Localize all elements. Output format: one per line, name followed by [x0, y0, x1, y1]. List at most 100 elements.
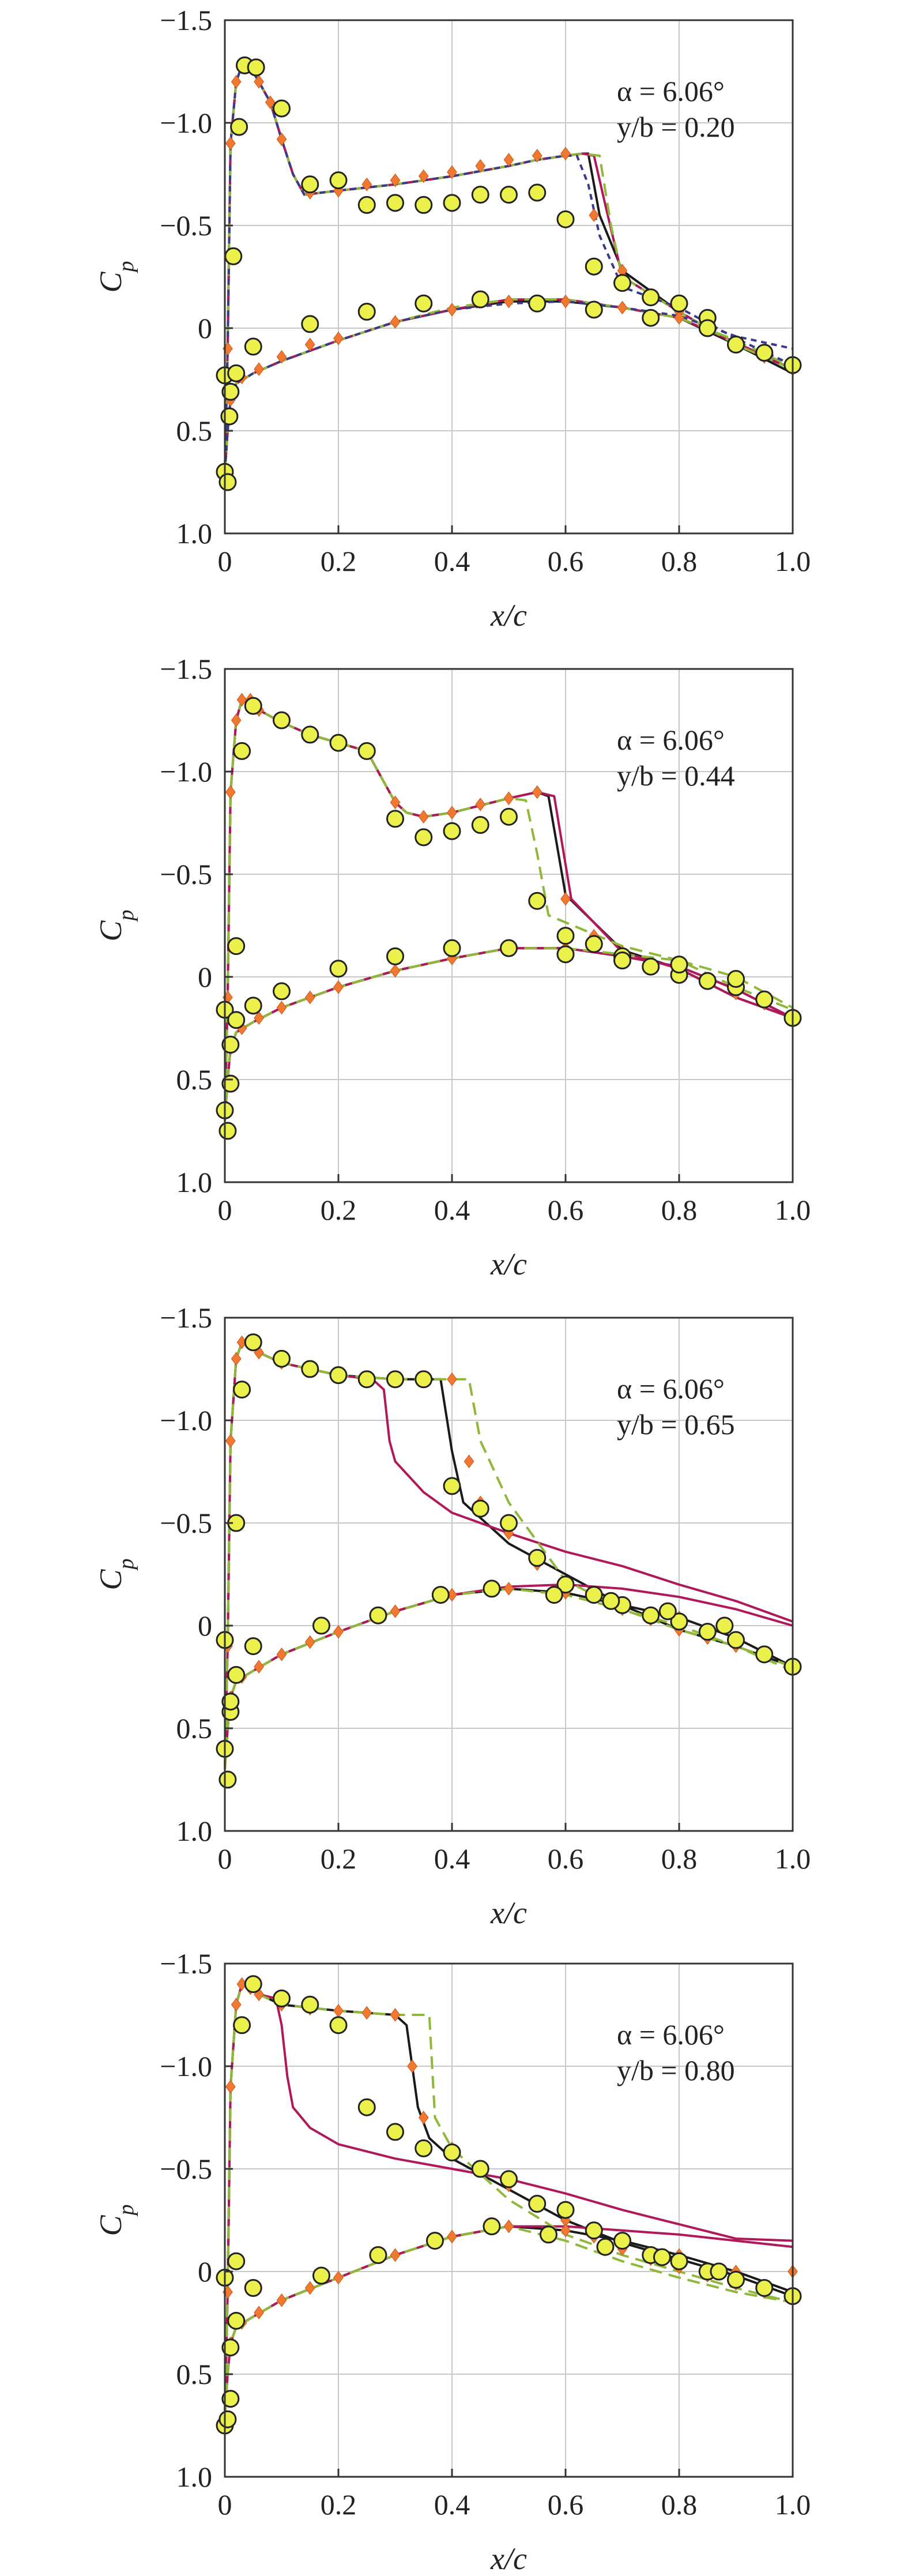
circle-marker — [755, 2278, 774, 2297]
circle-marker — [642, 288, 660, 307]
x-tick-label: 1.0 — [775, 545, 811, 577]
circle-marker — [386, 1370, 404, 1389]
diamond-marker — [447, 806, 457, 820]
diamond-marker — [231, 1998, 242, 2012]
plot-frame — [224, 1317, 794, 1832]
circle-marker — [500, 939, 518, 957]
diamond-marker — [390, 2248, 401, 2262]
circle-marker — [244, 1333, 262, 1352]
circle-marker — [230, 118, 248, 136]
circle-marker — [698, 1623, 717, 1641]
diamond-marker — [276, 350, 287, 364]
circle-marker — [710, 2262, 728, 2281]
annotation-line-1: α = 6.06° — [617, 1372, 725, 1405]
circle-marker — [357, 742, 376, 760]
diamond-marker — [361, 177, 372, 191]
y-tick-label: −1.0 — [160, 107, 212, 139]
circle-marker — [386, 810, 404, 828]
y-tick-label: 0.5 — [176, 1063, 213, 1096]
x-tick-label: 0.8 — [661, 1842, 698, 1875]
circle-marker — [227, 364, 246, 382]
diamond-marker — [333, 2270, 344, 2285]
y-tick-label: −1.5 — [160, 653, 212, 685]
circle-marker — [273, 982, 291, 1001]
circle-marker — [273, 1990, 291, 2008]
diamond-marker — [503, 1582, 514, 1596]
circle-marker — [357, 1370, 376, 1389]
circle-marker — [715, 1616, 734, 1635]
x-tick-label: 1.0 — [775, 1194, 811, 1226]
x-tick-label: 0.6 — [548, 1194, 584, 1226]
diamond-marker — [390, 315, 401, 329]
diamond-marker — [560, 294, 571, 309]
diamond-marker — [225, 1434, 236, 1448]
y-tick-label: 0 — [198, 312, 212, 344]
x-axis-label: x/c — [490, 598, 527, 633]
circle-marker — [415, 294, 433, 313]
circle-marker — [218, 1122, 237, 1140]
circle-marker — [670, 956, 688, 974]
diamond-marker — [390, 173, 401, 187]
circle-marker — [556, 945, 575, 964]
annotation-line-2: y/b = 0.20 — [617, 111, 735, 143]
plot-frame — [224, 668, 794, 1183]
diamond-marker — [560, 892, 571, 906]
circle-marker — [528, 294, 547, 313]
circle-marker — [233, 2016, 251, 2035]
diamond-marker — [333, 331, 344, 345]
circle-marker — [221, 2338, 240, 2357]
circle-marker — [218, 2410, 237, 2428]
circle-marker — [471, 2160, 489, 2178]
diamond-marker — [276, 2293, 287, 2307]
annotation-line-2: y/b = 0.44 — [617, 759, 735, 792]
diamond-marker — [503, 294, 514, 309]
diamond-marker — [532, 149, 542, 163]
circle-marker — [585, 935, 603, 953]
diamond-marker — [475, 159, 486, 173]
circle-marker — [755, 344, 774, 362]
y-tick-label: −1.0 — [160, 1404, 212, 1436]
diamond-marker — [361, 2006, 372, 2020]
circle-marker — [224, 247, 243, 265]
circle-marker — [329, 1366, 348, 1385]
circle-marker — [483, 1580, 501, 1598]
diamond-marker — [231, 713, 242, 727]
circle-marker — [273, 711, 291, 729]
x-tick-label: 1.0 — [775, 2488, 811, 2521]
circle-marker — [443, 2143, 461, 2162]
circle-marker — [220, 407, 239, 426]
circle-marker — [471, 186, 489, 204]
diamond-marker — [304, 990, 315, 1005]
circle-marker — [301, 315, 319, 333]
diamond-marker — [447, 303, 457, 317]
diamond-marker — [254, 1011, 264, 1025]
plot-area — [225, 669, 793, 1182]
diamond-marker — [333, 1624, 344, 1639]
x-tick-label: 0.8 — [661, 1194, 698, 1226]
diamond-marker — [225, 785, 236, 799]
circle-marker — [386, 947, 404, 965]
diamond-marker — [304, 1635, 315, 1649]
circle-marker — [471, 1499, 489, 1518]
circle-marker — [443, 194, 461, 212]
y-axis-label: Cp — [93, 1558, 138, 1590]
diamond-marker — [407, 2059, 417, 2073]
diamond-marker — [231, 1352, 242, 1366]
circle-marker — [556, 210, 575, 228]
circle-marker — [312, 1616, 330, 1635]
circle-marker — [233, 1381, 251, 1399]
circle-marker — [483, 2217, 501, 2236]
diamond-marker — [447, 2229, 457, 2244]
diamond-marker — [390, 2008, 401, 2022]
y-tick-label: 1.0 — [176, 1166, 213, 1198]
circle-marker — [244, 996, 262, 1015]
diamond-marker — [225, 2079, 236, 2094]
circle-marker — [500, 186, 518, 204]
circle-marker — [357, 195, 376, 214]
diamond-marker — [560, 2223, 571, 2237]
y-axis-label: Cp — [93, 909, 138, 941]
circle-marker — [221, 2390, 240, 2408]
x-tick-label: 0.2 — [321, 1194, 357, 1226]
circle-marker — [301, 1995, 319, 2014]
